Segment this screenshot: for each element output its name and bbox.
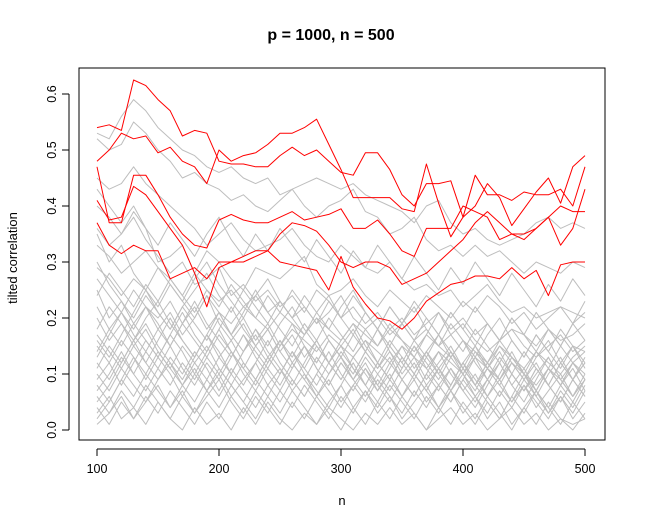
background-series-line-6 xyxy=(96,99,586,246)
background-series-line-38 xyxy=(96,379,586,425)
background-series-line-31 xyxy=(96,339,586,409)
highlighted-series-group xyxy=(96,79,586,330)
x-tick-label: 500 xyxy=(575,462,596,476)
x-tick-label: 200 xyxy=(209,462,230,476)
y-tick-label: 0.1 xyxy=(45,365,59,382)
background-series-line-21 xyxy=(96,373,586,420)
highlighted-series-line-4 xyxy=(96,185,586,308)
y-tick-label: 0.2 xyxy=(45,309,59,326)
background-series-line-29 xyxy=(96,328,586,397)
y-tick-label: 0.4 xyxy=(45,197,59,214)
background-series-line-15 xyxy=(96,306,586,392)
highlighted-series-line-2 xyxy=(96,118,586,238)
chart-title: p = 1000, n = 500 xyxy=(267,27,394,44)
background-series-line-35 xyxy=(96,289,586,369)
background-series-line-25 xyxy=(96,261,586,358)
highlighted-series-line-1 xyxy=(96,79,586,227)
background-series-line-7 xyxy=(96,121,586,274)
y-tick-label: 0.5 xyxy=(45,141,59,158)
background-series-line-8 xyxy=(96,166,586,319)
background-series-line-34 xyxy=(96,272,586,347)
background-series-line-36 xyxy=(96,300,586,375)
y-tick-label: 0.0 xyxy=(45,421,59,438)
highlighted-series-line-3 xyxy=(96,166,585,257)
highlighted-series-line-5 xyxy=(96,222,585,330)
background-series-line-26 xyxy=(96,300,586,381)
y-tick-label: 0.6 xyxy=(45,85,59,102)
background-series-line-17 xyxy=(96,328,586,403)
background-series-line-23 xyxy=(96,390,586,431)
y-axis-label: tilted correlation xyxy=(5,212,20,304)
plot-frame xyxy=(78,67,606,441)
x-tick-label: 400 xyxy=(453,462,474,476)
background-series-group xyxy=(96,99,586,431)
background-series-line-10 xyxy=(96,216,586,347)
background-series-line-37 xyxy=(96,205,586,308)
y-axis: 0.0 0.1 0.2 0.3 0.4 0.5 0.6 xyxy=(45,85,70,439)
y-tick-label: 0.3 xyxy=(45,253,59,270)
x-tick-label: 100 xyxy=(87,462,108,476)
x-axis: 100 200 300 400 500 xyxy=(87,448,596,476)
background-series-line-20 xyxy=(96,362,586,409)
x-tick-label: 300 xyxy=(331,462,352,476)
background-series-line-30 xyxy=(96,334,586,403)
background-series-line-28 xyxy=(96,323,586,403)
background-series-line-24 xyxy=(96,395,586,431)
x-axis-label: n xyxy=(338,493,345,508)
background-series-line-9 xyxy=(96,188,586,330)
